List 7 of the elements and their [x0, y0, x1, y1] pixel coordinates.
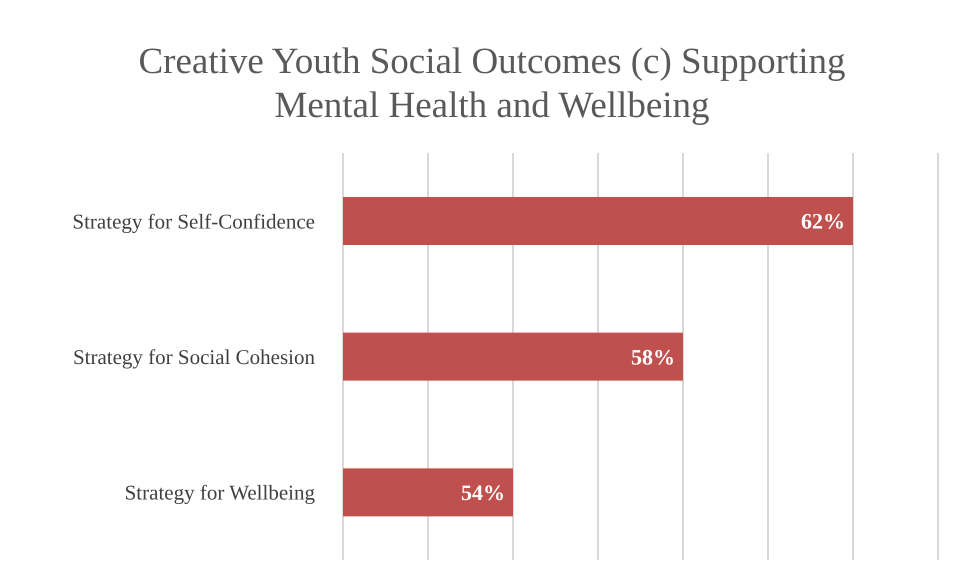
data-label: 54%	[461, 480, 505, 506]
chart-title: Creative Youth Social Outcomes (c) Supporting Mental Health and Wellbeing	[137, 40, 847, 128]
data-label: 58%	[631, 344, 675, 370]
y-tick-label: Strategy for Wellbeing	[124, 480, 316, 505]
data-label: 62%	[801, 208, 845, 234]
y-tick-label: Strategy for Self-Confidence	[72, 209, 315, 234]
y-tick-label: Strategy for Social Cohesion	[72, 344, 316, 369]
